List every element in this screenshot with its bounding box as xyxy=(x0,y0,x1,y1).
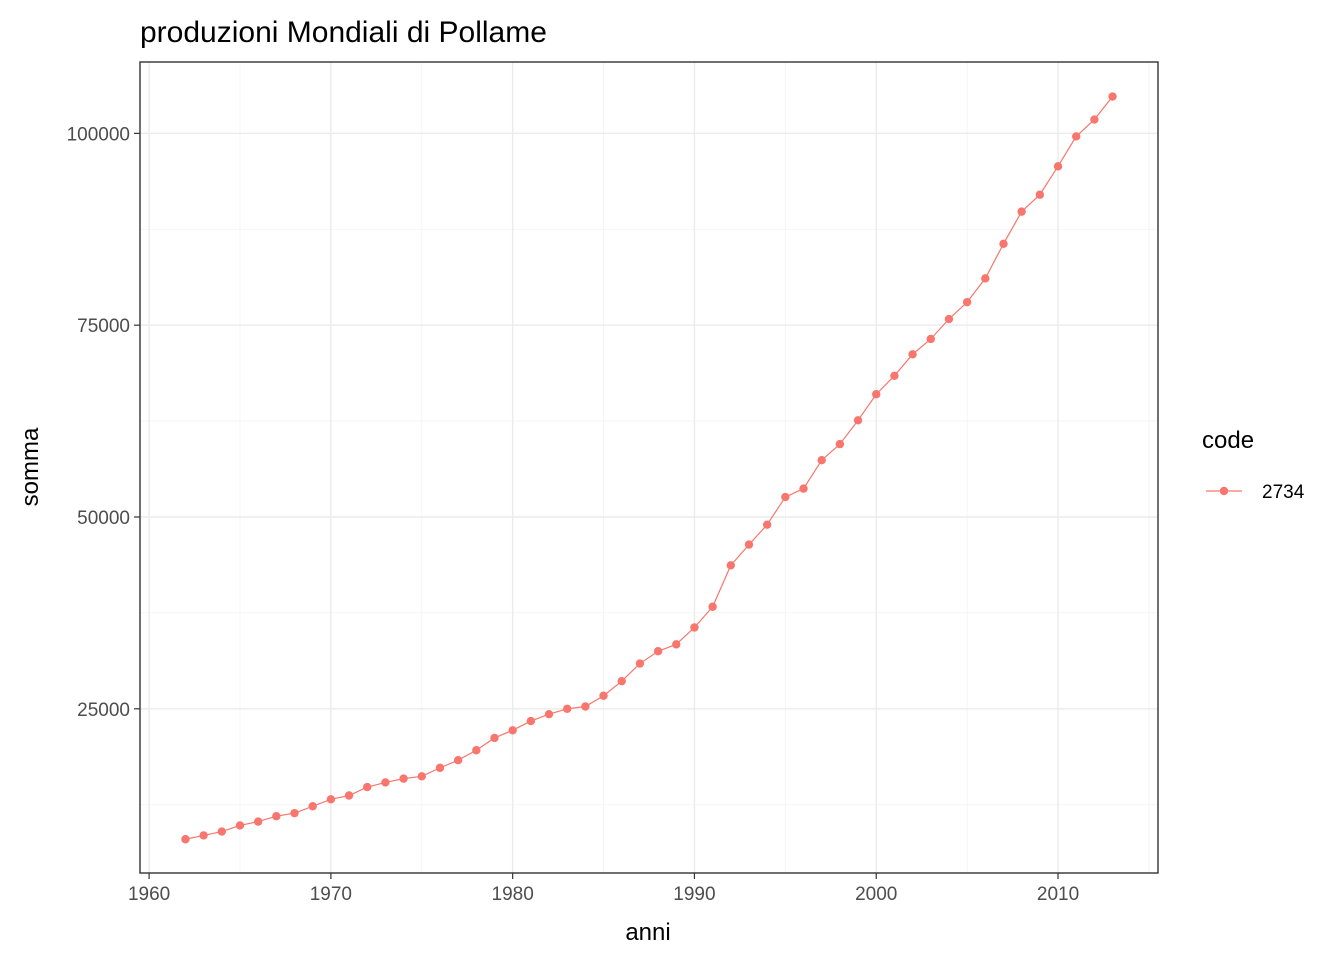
data-point xyxy=(890,371,899,381)
y-axis-title: somma xyxy=(17,427,44,506)
data-point xyxy=(508,726,517,735)
data-point xyxy=(744,540,754,549)
data-point xyxy=(1108,92,1117,101)
data-point xyxy=(908,350,917,359)
data-point xyxy=(526,716,536,726)
legend-label: 2734 xyxy=(1262,482,1305,503)
x-tick-label: 2010 xyxy=(1037,884,1079,905)
y-tick-label: 25000 xyxy=(77,700,130,721)
data-point xyxy=(363,782,372,792)
legend-title: code xyxy=(1202,427,1254,454)
data-point xyxy=(581,702,590,711)
series-line xyxy=(185,96,1114,840)
axis-ticks: 1960 1970 1980 1990 2000 2010 25000 50000 75000 1… xyxy=(67,124,1080,905)
data-point xyxy=(781,492,790,502)
data-point xyxy=(217,827,227,836)
data-point xyxy=(472,746,481,755)
data-point xyxy=(181,835,190,844)
data-point xyxy=(1035,190,1045,199)
data-point xyxy=(1053,162,1063,171)
data-point xyxy=(562,704,572,714)
data-point xyxy=(381,778,390,787)
data-point xyxy=(617,676,626,686)
data-point xyxy=(199,831,208,840)
data-point xyxy=(926,334,935,344)
data-point xyxy=(490,733,499,743)
x-tick-label: 1970 xyxy=(310,884,352,905)
x-axis-title: anni xyxy=(625,919,670,946)
grid xyxy=(140,62,1158,873)
x-tick-label: 1980 xyxy=(492,884,534,905)
data-point xyxy=(253,817,263,826)
data-point xyxy=(435,763,445,773)
data-point xyxy=(453,756,463,765)
legend-key-point xyxy=(1219,486,1229,496)
data-point xyxy=(290,808,299,818)
data-point xyxy=(835,439,845,449)
x-tick-label: 1960 xyxy=(128,884,170,905)
data-point xyxy=(872,390,881,399)
data-point xyxy=(635,659,645,668)
x-tick-label: 1990 xyxy=(673,884,715,905)
data-point xyxy=(544,709,554,719)
data-point xyxy=(726,561,736,570)
data-point xyxy=(962,297,972,307)
data-point xyxy=(999,239,1008,249)
data-point xyxy=(272,812,281,821)
data-point xyxy=(235,821,245,830)
data-point xyxy=(981,274,990,283)
data-point xyxy=(853,416,863,425)
x-tick-label: 2000 xyxy=(855,884,897,905)
legend: code 2734 xyxy=(1202,427,1305,503)
data-point xyxy=(308,802,317,811)
data-point xyxy=(1071,132,1081,141)
data-point xyxy=(417,772,426,781)
data-point xyxy=(672,640,681,649)
data-point xyxy=(653,647,663,656)
data-point xyxy=(762,520,772,529)
plot-panel xyxy=(139,61,1159,874)
data-point xyxy=(944,314,954,324)
y-tick-label: 75000 xyxy=(77,316,130,337)
data-point xyxy=(399,774,408,783)
data-point xyxy=(344,791,354,800)
data-point xyxy=(799,484,808,493)
data-point xyxy=(690,623,699,632)
data-point xyxy=(1017,207,1026,216)
data-point xyxy=(599,691,608,700)
series-layer xyxy=(181,92,1117,844)
data-point xyxy=(326,795,336,804)
data-point xyxy=(1090,115,1099,124)
y-tick-label: 100000 xyxy=(67,124,130,145)
data-point xyxy=(817,456,826,465)
y-tick-label: 50000 xyxy=(77,508,130,529)
chart-title: produzioni Mondiali di Pollame xyxy=(140,16,547,49)
data-point xyxy=(708,602,717,611)
